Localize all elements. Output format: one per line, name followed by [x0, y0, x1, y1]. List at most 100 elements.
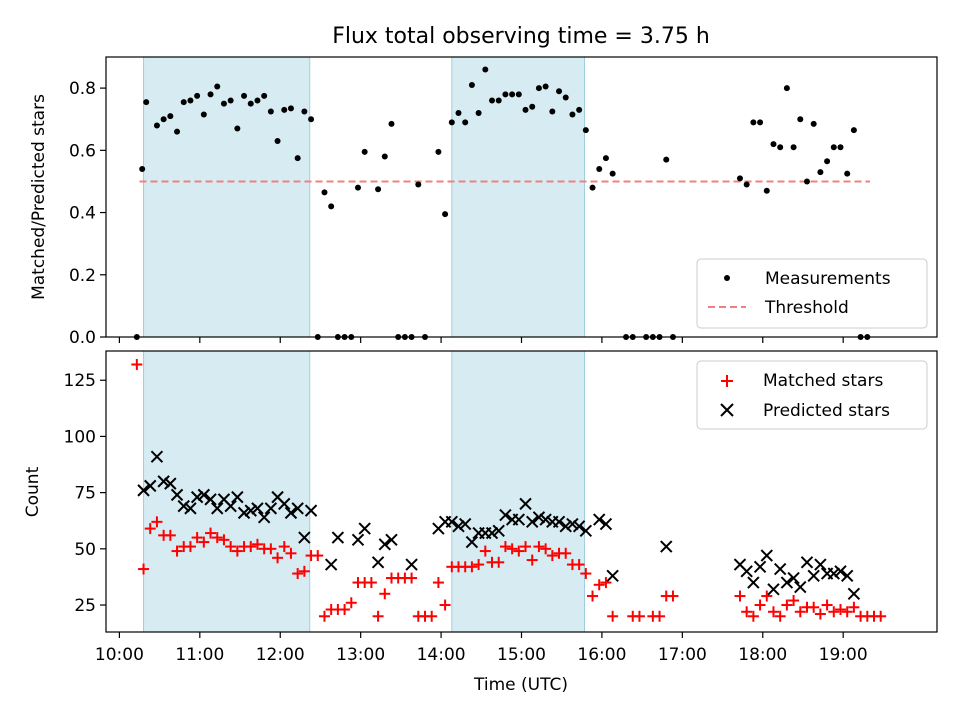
matched-star-point — [788, 595, 800, 607]
predicted-star-point — [378, 538, 391, 551]
matched-star-point — [821, 599, 833, 611]
measurement-point — [797, 116, 804, 123]
matched-star-point — [607, 610, 619, 622]
measurement-point — [803, 178, 810, 185]
matched-star-point — [774, 610, 786, 622]
measurement-point — [482, 66, 489, 73]
matched-star-point — [231, 545, 243, 557]
measurement-point — [609, 170, 616, 177]
measurement-point — [495, 97, 502, 104]
matched-star-point — [573, 559, 585, 571]
measurement-point — [435, 148, 442, 155]
predicted-star-point — [157, 475, 170, 488]
predicted-star-point — [137, 484, 150, 497]
measurement-point — [143, 99, 150, 106]
bottom-legend: Matched stars Predicted stars — [696, 360, 928, 430]
measurement-point — [153, 122, 160, 129]
measurement-point — [783, 85, 790, 92]
predicted-star-point — [278, 497, 291, 511]
matched-star-point — [198, 536, 210, 548]
matched-star-point — [781, 599, 793, 611]
measurement-point — [582, 127, 589, 134]
predicted-star-point — [767, 583, 780, 596]
predicted-star-point — [465, 535, 479, 549]
matched-star-point — [828, 606, 840, 618]
matched-star-point — [848, 601, 860, 613]
matched-star-point — [151, 516, 163, 528]
measurement-point — [515, 91, 522, 98]
predicted-star-point — [834, 565, 847, 578]
predicted-star-point — [593, 513, 606, 526]
measurement-point — [442, 211, 449, 218]
matched-star-point — [473, 559, 485, 571]
predicted-star-point — [405, 558, 418, 571]
measurement-point — [139, 166, 146, 172]
bottom-y-ticks: 25 50 75 100 125 — [64, 371, 106, 616]
predicted-star-point — [840, 569, 854, 583]
predicted-star-point — [231, 490, 244, 504]
measurement-point — [301, 108, 308, 115]
top-y-tick-label: 0.0 — [69, 328, 96, 348]
matched-star-point — [767, 606, 779, 618]
top-x-ticks — [118, 337, 844, 343]
predicted-star-point — [251, 502, 264, 515]
measurement-point — [354, 184, 361, 191]
bottom-x-tick-label: 14:00 — [417, 645, 466, 665]
matched-star-point — [513, 545, 525, 557]
bottom-x-tick-label: 12:00 — [256, 645, 305, 665]
measurement-point — [220, 100, 227, 107]
bottom-shaded-intervals — [143, 350, 585, 633]
matched-star-point — [734, 590, 746, 602]
bottom-y-tick-label: 100 — [64, 427, 96, 447]
matched-star-point — [144, 523, 156, 535]
matched-star-point — [493, 556, 505, 568]
matched-star-point — [292, 568, 304, 580]
measurement-point — [750, 119, 757, 126]
predicted-star-point — [660, 540, 673, 553]
top-y-tick-label: 0.8 — [69, 79, 96, 99]
measurement-point — [241, 92, 248, 99]
predicted-star-point — [499, 508, 512, 522]
measurement-point — [475, 110, 482, 116]
matched-star-point — [466, 561, 478, 573]
measurement-point — [489, 97, 496, 104]
top-y-ticks: 0.0 0.2 0.4 0.6 0.8 — [69, 79, 106, 348]
predicted-star-point — [552, 515, 566, 529]
predicted-star-point — [807, 569, 820, 583]
measurement-point — [817, 169, 824, 176]
measurement-point — [328, 203, 335, 210]
measurement-point — [850, 127, 857, 134]
predicted-star-point — [747, 576, 760, 589]
measurement-point — [361, 148, 368, 155]
matched-star-point — [747, 610, 759, 622]
predicted-star-point — [331, 531, 345, 544]
predicted-star-point — [184, 502, 197, 515]
matched-star-point — [580, 568, 592, 580]
predicted-star-point — [458, 517, 472, 531]
matched-star-point — [432, 577, 444, 589]
measurement-point — [743, 181, 750, 188]
matched-star-point — [479, 545, 491, 557]
measurement-point — [596, 166, 603, 172]
matched-star-point — [533, 541, 545, 553]
measurement-point — [375, 186, 382, 193]
bottom-y-axis-label: Count — [23, 466, 43, 517]
measurement-point — [736, 175, 743, 182]
measurement-point — [549, 108, 556, 115]
matched-star-point — [245, 541, 257, 553]
measurement-point — [234, 125, 241, 132]
bottom-x-tick-label: 15:00 — [497, 645, 546, 665]
matched-star-point — [406, 572, 418, 584]
predicted-star-point — [324, 558, 338, 571]
measurement-point — [576, 106, 583, 113]
measurement-point — [810, 120, 817, 127]
predicted-star-point — [257, 511, 271, 524]
measurement-point — [294, 155, 301, 162]
predicted-star-point — [526, 515, 539, 529]
x-axis-label: Time (UTC) — [473, 675, 568, 695]
matched-star-point — [587, 590, 599, 602]
matched-star-point — [761, 590, 773, 602]
predicted-star-point — [190, 490, 204, 504]
measurement-point — [254, 97, 261, 104]
shaded-interval — [451, 56, 585, 338]
